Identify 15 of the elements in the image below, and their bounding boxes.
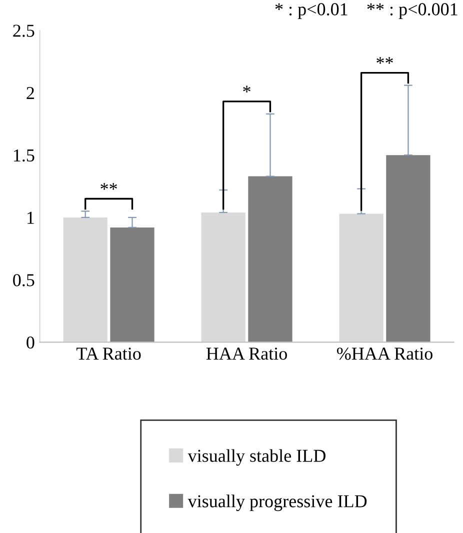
x-tick-label: %HAA Ratio	[336, 348, 432, 360]
legend-label: visually stable ILD	[188, 449, 326, 466]
y-tick-label: 0	[26, 336, 34, 349]
legend-label: visually progressive ILD	[188, 494, 367, 512]
annotation: **	[376, 57, 393, 64]
y-tick-label: 1	[28, 212, 34, 224]
y-tick-label: 0.5	[13, 274, 34, 286]
annotation: **	[100, 183, 117, 190]
annotation: *	[243, 86, 250, 92]
x-tick-label: HAA Ratio	[206, 348, 287, 360]
text: * : p<0.01 ** : p<0.001	[275, 3, 458, 20]
y-tick-label: 2	[26, 87, 34, 100]
y-tick-label: 1.5	[14, 149, 34, 162]
x-tick-label: TA Ratio	[76, 348, 141, 360]
y-tick-label: 2.5	[13, 24, 34, 37]
